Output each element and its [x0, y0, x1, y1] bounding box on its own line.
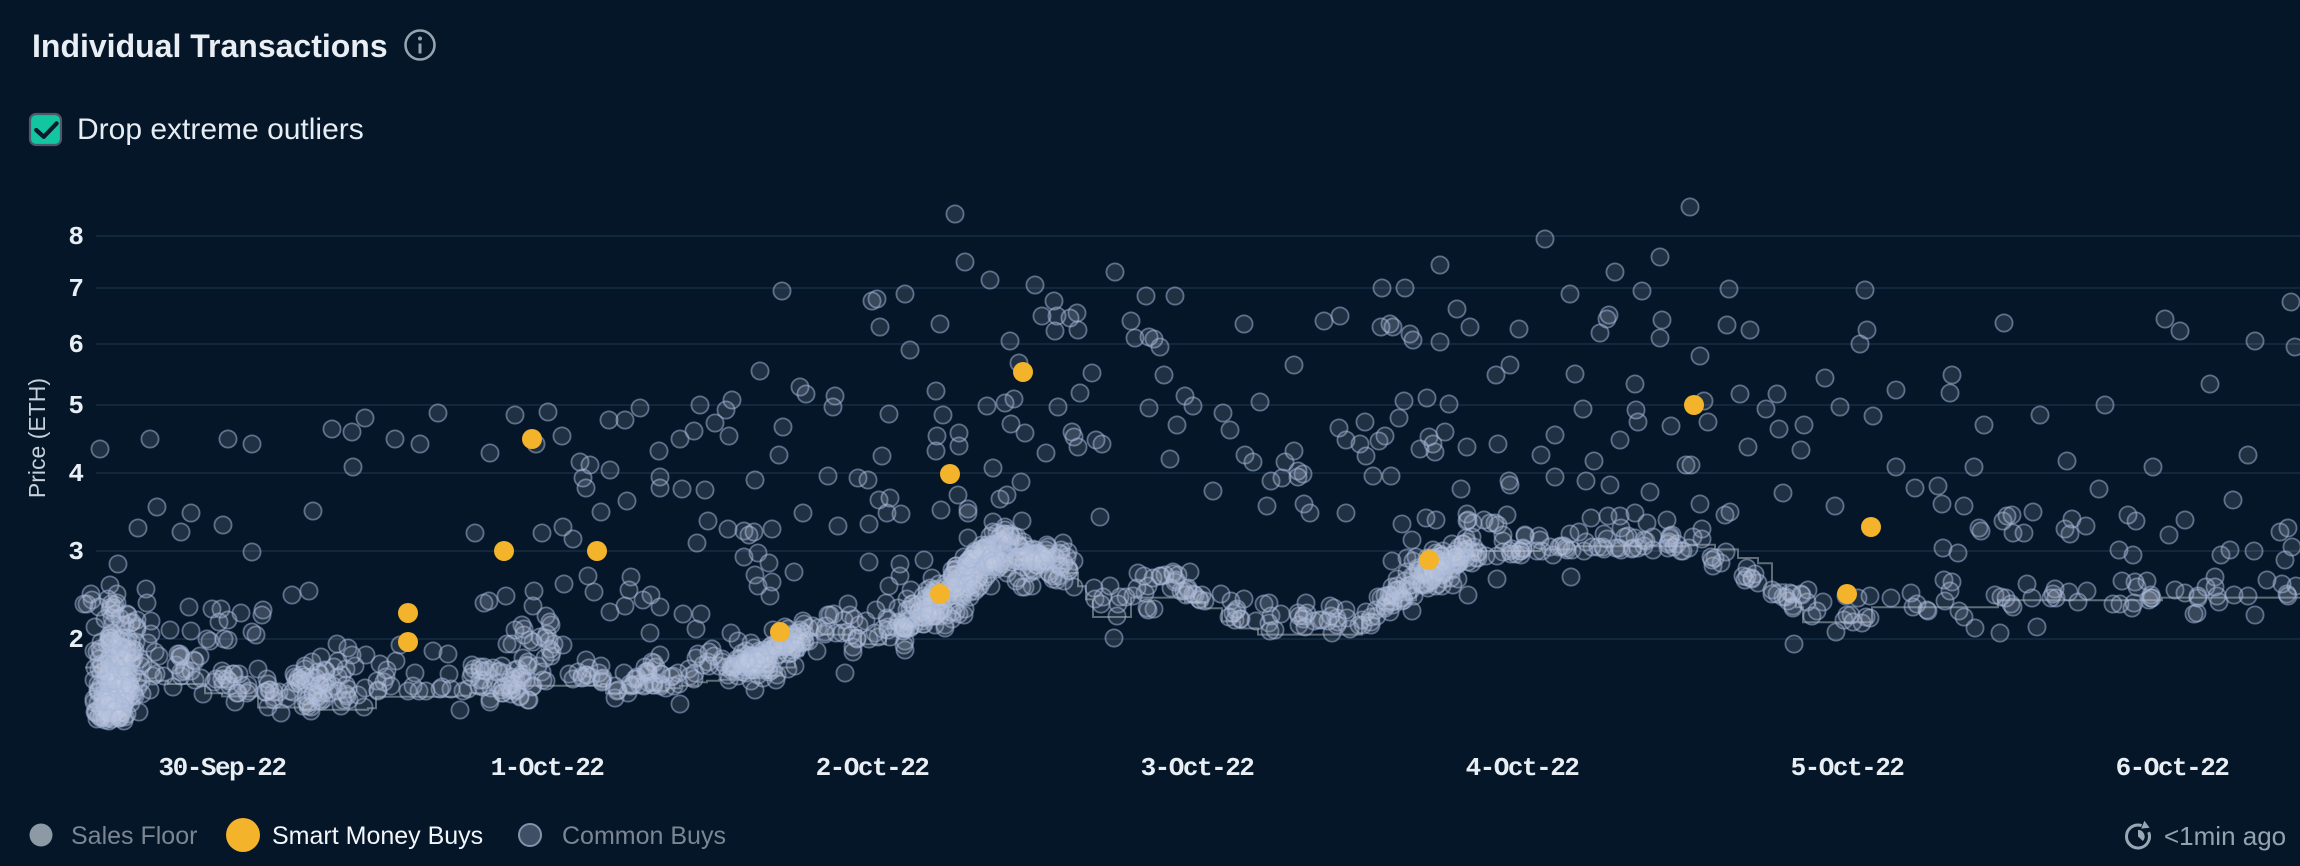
- svg-text:Sales Floor: Sales Floor: [71, 822, 197, 850]
- svg-text:30-Sep-22: 30-Sep-22: [159, 753, 287, 783]
- svg-text:Individual Transactions: Individual Transactions: [32, 28, 388, 64]
- svg-text:Smart Money Buys: Smart Money Buys: [272, 822, 483, 850]
- svg-text:2-Oct-22: 2-Oct-22: [816, 753, 930, 783]
- svg-text:Common Buys: Common Buys: [562, 822, 726, 850]
- svg-text:7: 7: [68, 274, 84, 304]
- svg-text:2: 2: [68, 625, 84, 655]
- svg-text:<1min ago: <1min ago: [2164, 821, 2286, 851]
- svg-text:4: 4: [68, 459, 84, 489]
- svg-text:1-Oct-22: 1-Oct-22: [491, 753, 605, 783]
- svg-text:Price (ETH): Price (ETH): [24, 378, 50, 498]
- svg-text:3-Oct-22: 3-Oct-22: [1141, 753, 1255, 783]
- svg-text:8: 8: [68, 222, 84, 252]
- svg-text:3: 3: [68, 537, 84, 567]
- svg-text:5: 5: [68, 391, 84, 421]
- svg-text:6-Oct-22: 6-Oct-22: [2116, 753, 2230, 783]
- svg-text:Drop extreme outliers: Drop extreme outliers: [77, 113, 364, 146]
- svg-text:5-Oct-22: 5-Oct-22: [1791, 753, 1905, 783]
- svg-text:6: 6: [68, 330, 84, 360]
- svg-text:4-Oct-22: 4-Oct-22: [1466, 753, 1580, 783]
